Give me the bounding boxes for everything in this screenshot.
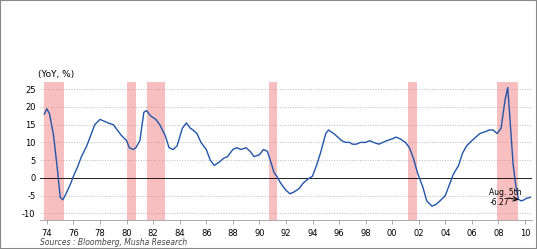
Bar <box>127 82 136 220</box>
Text: Figure 2 :  US Bank Commercial Loans and Recession: Figure 2 : US Bank Commercial Loans and … <box>103 20 434 30</box>
Bar <box>44 82 64 220</box>
Text: (YoY, %): (YoY, %) <box>38 70 74 79</box>
Text: Aug. 5th
-6.27: Aug. 5th -6.27 <box>489 188 522 207</box>
Text: – Loans decline when a recovery begins: – Loans decline when a recovery begins <box>144 56 393 66</box>
Bar <box>408 82 417 220</box>
Text: Sources : Bloomberg, Musha Research: Sources : Bloomberg, Musha Research <box>40 238 187 247</box>
Bar <box>147 82 165 220</box>
Bar <box>497 82 518 220</box>
Bar <box>268 82 277 220</box>
